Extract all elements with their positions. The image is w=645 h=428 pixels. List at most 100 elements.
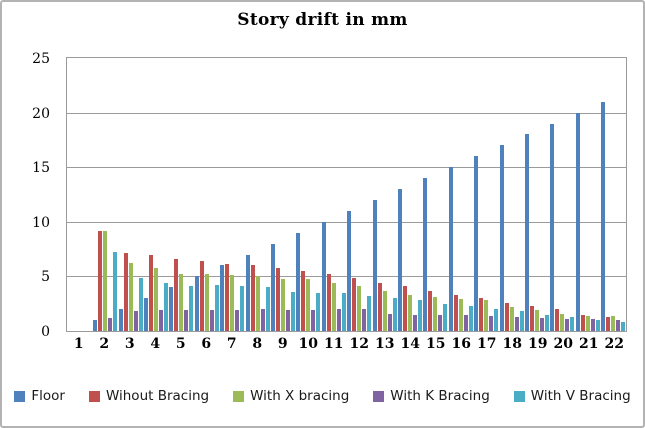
x-tick-label: 8 [252, 336, 263, 352]
y-tick-label: 10 [32, 214, 50, 231]
bar [377, 282, 382, 331]
bar [509, 306, 514, 331]
bar [545, 314, 550, 331]
x-axis: 1 2 3 4 5 6 7 8 9 10 11 12 13 14 15 16 17 18 19 20 21 22 [66, 336, 627, 358]
bar-group [550, 58, 575, 331]
y-tick-label: 25 [32, 51, 50, 67]
bar-group [448, 58, 473, 331]
bar [535, 310, 540, 331]
bar-group [92, 58, 118, 331]
bar [417, 300, 422, 331]
bar [530, 305, 535, 331]
bar [525, 134, 530, 331]
x-tick-label: 9 [277, 336, 288, 352]
bar [433, 297, 438, 331]
bar [357, 286, 362, 331]
bar [484, 300, 489, 331]
gridline [67, 221, 626, 223]
bar [458, 299, 463, 331]
bar [514, 316, 519, 331]
bar [412, 314, 417, 331]
bar [555, 309, 560, 331]
bar [372, 199, 377, 331]
bar [362, 309, 367, 331]
bar [494, 309, 499, 331]
x-tick-label: 10 [298, 336, 318, 352]
bar [448, 167, 453, 331]
bar [590, 319, 595, 331]
bar [352, 277, 357, 331]
bar [118, 309, 123, 331]
x-tick-label: 22 [604, 336, 624, 352]
bar [438, 314, 443, 331]
y-tick-label: 20 [32, 105, 50, 122]
legend-item: Floor [14, 388, 65, 404]
legend-marker-icon [88, 390, 100, 402]
bar [580, 314, 585, 331]
legend-marker-icon [14, 390, 26, 402]
bar [489, 315, 494, 331]
bar [189, 286, 194, 331]
bar [367, 296, 372, 331]
bar [220, 265, 225, 331]
bar [245, 254, 250, 331]
bar-group [270, 58, 295, 331]
x-tick-label: 16 [451, 336, 471, 352]
bar [306, 278, 311, 331]
bar [321, 221, 326, 331]
bar-group [524, 58, 550, 331]
bar [392, 298, 397, 331]
bar [138, 277, 143, 331]
bar [331, 282, 336, 331]
x-tick-label: 1 [73, 336, 84, 352]
bar-group [194, 58, 219, 331]
y-axis: 0 5 10 15 20 25 [2, 50, 58, 340]
legend-label: With X bracing [250, 388, 350, 404]
y-tick-label: 5 [41, 269, 50, 286]
bar [316, 292, 321, 331]
bar [585, 315, 590, 331]
bar [179, 274, 184, 331]
bar [336, 309, 341, 331]
bar [463, 314, 468, 331]
bar [265, 287, 270, 331]
bar [301, 270, 306, 331]
bar [428, 290, 433, 331]
bar-group [118, 58, 143, 331]
bar [499, 145, 504, 331]
bar [595, 320, 600, 331]
gridline [67, 112, 626, 114]
x-tick-label: 19 [528, 336, 548, 352]
bar [93, 320, 98, 331]
bar [611, 315, 616, 331]
bar [347, 210, 352, 331]
bar [133, 311, 138, 331]
bar [153, 267, 158, 331]
bar [468, 305, 473, 331]
legend-item: With X bracing [233, 388, 349, 404]
bar-group [474, 58, 499, 331]
bar [255, 276, 260, 331]
bar [341, 292, 346, 331]
legend-label: With V Bracing [530, 388, 631, 404]
bar [326, 274, 331, 331]
legend-marker-icon [513, 390, 525, 402]
bar [275, 267, 280, 331]
x-tick-label: 7 [226, 336, 237, 352]
x-tick-label: 5 [175, 336, 186, 352]
bar-group [67, 58, 92, 331]
legend-item: With V Bracing [513, 388, 631, 404]
bar [616, 320, 621, 331]
bar [474, 156, 479, 331]
bar [230, 275, 235, 331]
x-tick-label: 3 [124, 336, 135, 352]
bar [225, 264, 230, 331]
bar-group [423, 58, 448, 331]
bar [260, 309, 265, 331]
legend-marker-icon [233, 390, 245, 402]
bar [199, 261, 204, 331]
x-tick-label: 13 [375, 336, 395, 352]
legend-item: With K Bracing [373, 388, 490, 404]
bar [550, 123, 555, 331]
bar [128, 263, 133, 331]
